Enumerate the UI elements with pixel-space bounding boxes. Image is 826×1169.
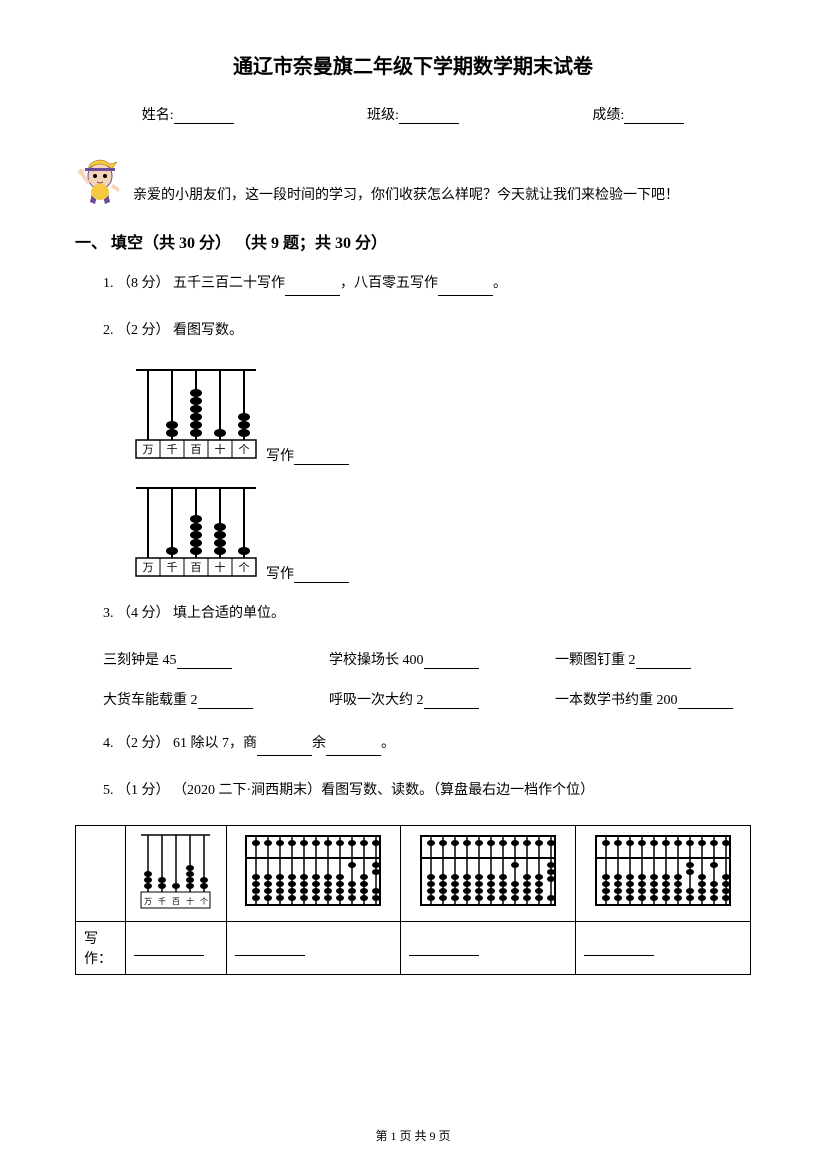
q4-prefix: 4. （2 分） 61 除以 7，商 (103, 736, 257, 751)
abacus-table-4-icon (593, 833, 733, 908)
question-3: 3. （4 分） 填上合适的单位。 (103, 601, 751, 626)
svg-text:万: 万 (143, 562, 154, 574)
svg-text:万: 万 (143, 444, 154, 456)
unit-blank-4[interactable] (424, 693, 479, 709)
abacus-cell-4 (576, 825, 751, 921)
svg-text:个: 个 (200, 897, 208, 906)
abacus-2-label: 写作 (266, 563, 349, 583)
unit-blank-0[interactable] (177, 653, 232, 669)
write-cell-4[interactable] (576, 921, 751, 974)
unit-blank-5[interactable] (678, 693, 733, 709)
svg-text:十: 十 (215, 560, 226, 574)
q1-blank-2[interactable] (438, 280, 493, 296)
unit-item-0: 三刻钟是 45 (103, 649, 299, 669)
svg-text:个: 个 (239, 443, 250, 456)
question-4: 4. （2 分） 61 除以 7，商 余 。 (103, 731, 751, 756)
write-cell-3[interactable] (401, 921, 576, 974)
svg-text:千: 千 (158, 896, 166, 906)
unit-blank-2[interactable] (636, 653, 691, 669)
name-blank[interactable] (174, 108, 234, 124)
name-label: 姓名: (142, 108, 174, 123)
units-grid: 三刻钟是 45 学校操场长 400 一颗图钉重 2 大货车能载重 2 呼吸一次大… (103, 649, 751, 709)
svg-text:个: 个 (239, 561, 250, 574)
abacus-write-row: 写作： (76, 921, 751, 974)
section-1-title: 一、 填空（共 30 分） （共 9 题；共 30 分） (75, 229, 751, 253)
abacus-image-row: 万 千 百 十 个 (76, 825, 751, 921)
unit-item-2: 一颗图钉重 2 (555, 649, 751, 669)
write-label-cell: 写作： (76, 921, 126, 974)
abacus-table-empty (76, 825, 126, 921)
class-blank[interactable] (399, 108, 459, 124)
svg-text:百: 百 (172, 897, 180, 906)
class-field: 班级: (367, 104, 459, 124)
page-title: 通辽市奈曼旗二年级下学期数学期末试卷 (75, 50, 751, 79)
q4-blank-2[interactable] (326, 740, 381, 756)
abacus-cell-3 (401, 825, 576, 921)
abacus-1-label: 写作 (266, 445, 349, 465)
write-cell-2[interactable] (226, 921, 401, 974)
q1-blank-1[interactable] (285, 280, 340, 296)
greeting-text: 亲爱的小朋友们，这一段时间的学习，你们收获怎么样呢？今天就让我们来检验一下吧！ (133, 184, 679, 209)
abacus-table: 万 千 百 十 个 (75, 825, 751, 975)
svg-text:万: 万 (144, 897, 152, 906)
abacus-2-blank[interactable] (294, 567, 349, 583)
abacus-2-icon: 万 千 百 十 个 (131, 483, 261, 578)
question-1: 1. （8 分） 五千三百二十写作 ，八百零五写作 。 (103, 271, 751, 296)
svg-text:千: 千 (167, 561, 178, 574)
svg-text:十: 十 (215, 442, 226, 456)
unit-item-1: 学校操场长 400 (329, 649, 525, 669)
score-label: 成绩: (592, 108, 624, 123)
name-field: 姓名: (142, 104, 234, 124)
svg-text:千: 千 (167, 443, 178, 456)
score-blank[interactable] (624, 108, 684, 124)
unit-item-3: 大货车能载重 2 (103, 689, 299, 709)
abacus-1-row: 万 千 百 十 个 写作 (103, 365, 751, 465)
mascot-icon (75, 154, 125, 209)
q1-prefix: 1. （8 分） 五千三百二十写作 (103, 276, 285, 291)
abacus-cell-1: 万 千 百 十 个 (126, 825, 227, 921)
q4-mid: 余 (312, 736, 326, 751)
unit-item-4: 呼吸一次大约 2 (329, 689, 525, 709)
abacus-2-row: 万 千 百 十 个 写作 (103, 483, 751, 583)
question-5: 5. （1 分） （2020 二下·涧西期末）看图写数、读数。（算盘最右边一档作… (103, 778, 751, 803)
q1-suffix: 。 (493, 276, 507, 291)
score-field: 成绩: (592, 104, 684, 124)
abacus-table-3-icon (418, 833, 558, 908)
q4-suffix: 。 (381, 736, 395, 751)
q1-mid: ，八百零五写作 (340, 276, 438, 291)
unit-blank-3[interactable] (198, 693, 253, 709)
svg-text:十: 十 (186, 896, 194, 906)
greeting-row: 亲爱的小朋友们，这一段时间的学习，你们收获怎么样呢？今天就让我们来检验一下吧！ (75, 154, 751, 209)
q4-blank-1[interactable] (257, 740, 312, 756)
unit-blank-1[interactable] (424, 653, 479, 669)
abacus-1-blank[interactable] (294, 449, 349, 465)
svg-text:百: 百 (191, 444, 202, 456)
abacus-table-2-icon (243, 833, 383, 908)
svg-text:百: 百 (191, 562, 202, 574)
class-label: 班级: (367, 108, 399, 123)
abacus-cell-2 (226, 825, 401, 921)
question-2: 2. （2 分） 看图写数。 (103, 318, 751, 343)
unit-item-5: 一本数学书约重 200 (555, 689, 751, 709)
abacus-table-1-icon: 万 千 百 十 个 (138, 832, 213, 910)
header-fields: 姓名: 班级: 成绩: (75, 104, 751, 124)
abacus-1-icon: 万 千 百 十 个 (131, 365, 261, 460)
page-footer: 第 1 页 共 9 页 (0, 1127, 826, 1144)
write-cell-1[interactable] (126, 921, 227, 974)
